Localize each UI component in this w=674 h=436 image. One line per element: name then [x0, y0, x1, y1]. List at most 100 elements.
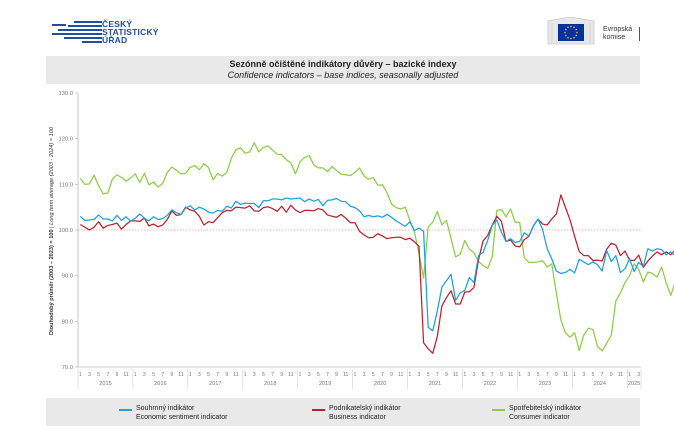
legend-swatch-economic [119, 409, 132, 411]
month-tick-label: 3 [253, 372, 256, 378]
month-tick-label: 3 [472, 372, 475, 378]
month-tick-label: 3 [582, 372, 585, 378]
ec-logo-line: komise [603, 34, 626, 41]
chart-title-box: Sezónně očištěné indikátory důvěry – baz… [46, 56, 640, 84]
czso-logo-icon [52, 21, 102, 43]
month-tick-label: 3 [143, 372, 146, 378]
month-tick-label: 7 [546, 372, 549, 378]
month-tick-label: 5 [262, 372, 265, 378]
month-tick-label: 11 [123, 372, 128, 378]
month-tick-label: 9 [445, 372, 448, 378]
month-tick-label: 5 [317, 372, 320, 378]
year-tick-label: 2015 [99, 381, 111, 387]
legend-label-english: Consumer indicator [509, 414, 570, 421]
month-tick-label: 5 [372, 372, 375, 378]
month-tick-label: 3 [88, 372, 91, 378]
ec-building-icon [547, 17, 595, 45]
month-tick-label: 9 [610, 372, 613, 378]
month-tick-label: 9 [280, 372, 283, 378]
year-tick-label: 2020 [374, 381, 386, 387]
month-tick-label: 9 [115, 372, 118, 378]
y-tick-label: 120.0 [58, 137, 73, 143]
czso-logo-line: ČESKÝ [102, 19, 133, 29]
month-tick-label: 5 [537, 372, 540, 378]
czso-logo-text: ČESKÝ STATISTICKÝ ÚŘAD [102, 19, 159, 45]
y-axis-label: Dlouhodobý průměr (2003 – 2023) = 100 | … [48, 126, 55, 335]
month-tick-label: 7 [216, 372, 219, 378]
year-tick-label: 2017 [209, 381, 221, 387]
month-tick-label: 9 [500, 372, 503, 378]
month-tick-label: 1 [518, 372, 521, 378]
month-tick-label: 5 [152, 372, 155, 378]
month-tick-label: 9 [335, 372, 338, 378]
ec-logo-text: Evropská komise [603, 26, 632, 42]
month-tick-label: 1 [244, 372, 247, 378]
month-tick-label: 7 [106, 372, 109, 378]
month-tick-label: 5 [591, 372, 594, 378]
month-tick-label: 11 [563, 372, 568, 378]
month-tick-label: 7 [601, 372, 604, 378]
chart-legend: Souhrnný indikátor Economic sentiment in… [46, 398, 640, 426]
month-tick-label: 5 [482, 372, 485, 378]
legend-text-business: Podnikatelský indikátor Business indicat… [329, 404, 401, 422]
series-line-economic [79, 197, 674, 332]
month-tick-label: 1 [134, 372, 137, 378]
legend-label-czech: Souhrnný indikátor [136, 405, 195, 412]
month-tick-label: 1 [573, 372, 576, 378]
month-tick-label: 1 [79, 372, 82, 378]
month-tick-label: 1 [628, 372, 631, 378]
month-tick-label: 11 [453, 372, 458, 378]
year-tick-label: 2022 [484, 381, 496, 387]
legend-text-economic: Souhrnný indikátor Economic sentiment in… [136, 404, 227, 422]
series-line-consumer [79, 142, 674, 352]
y-tick-label: 90.0 [62, 274, 73, 280]
month-tick-label: 3 [308, 372, 311, 378]
month-tick-label: 3 [527, 372, 530, 378]
month-tick-label: 11 [233, 372, 238, 378]
czso-logo: ČESKÝ STATISTICKÝ ÚŘAD [52, 20, 162, 44]
month-tick-label: 7 [326, 372, 329, 378]
ec-logo-separator [639, 27, 640, 41]
y-tick-label: 130.0 [58, 91, 73, 97]
month-tick-label: 7 [491, 372, 494, 378]
month-tick-label: 5 [207, 372, 210, 378]
month-tick-label: 11 [508, 372, 513, 378]
month-tick-label: 7 [161, 372, 164, 378]
year-tick-label: 2023 [539, 381, 551, 387]
month-tick-label: 5 [97, 372, 100, 378]
y-tick-label: 80.0 [62, 319, 73, 325]
y-tick-label: 110.0 [59, 182, 73, 188]
month-tick-label: 7 [271, 372, 274, 378]
month-tick-label: 3 [637, 372, 640, 378]
month-tick-label: 11 [288, 372, 293, 378]
month-tick-label: 9 [390, 372, 393, 378]
legend-label-czech: Podnikatelský indikátor [329, 405, 401, 412]
month-tick-label: 11 [343, 372, 348, 378]
czso-logo-line: STATISTICKÝ [102, 27, 159, 37]
ec-logo-line: Evropská [603, 26, 633, 33]
month-tick-label: 7 [436, 372, 439, 378]
y-axis-label-separator: | [49, 225, 55, 230]
year-tick-label: 2024 [594, 381, 606, 387]
month-tick-label: 1 [463, 372, 466, 378]
month-tick-label: 1 [299, 372, 302, 378]
month-tick-label: 9 [225, 372, 228, 378]
month-tick-label: 9 [555, 372, 558, 378]
month-tick-label: 1 [189, 372, 192, 378]
month-tick-label: 1 [353, 372, 356, 378]
czso-logo-line: ÚŘAD [102, 35, 128, 45]
y-axis-label-note: Long term average (2003 - 2024) = 100 [49, 126, 55, 225]
year-tick-label: 2019 [319, 381, 331, 387]
legend-label-english: Economic sentiment indicator [136, 414, 228, 421]
month-tick-label: 5 [427, 372, 430, 378]
year-tick-label: 2016 [154, 381, 166, 387]
month-tick-label: 3 [363, 372, 366, 378]
month-tick-label: 11 [618, 372, 623, 378]
year-tick-label: 2021 [429, 381, 441, 387]
year-tick-label: 2025 [628, 381, 640, 387]
legend-swatch-consumer [492, 409, 505, 411]
month-tick-label: 3 [198, 372, 201, 378]
series-line-business [79, 194, 674, 354]
month-tick-label: 3 [418, 372, 421, 378]
